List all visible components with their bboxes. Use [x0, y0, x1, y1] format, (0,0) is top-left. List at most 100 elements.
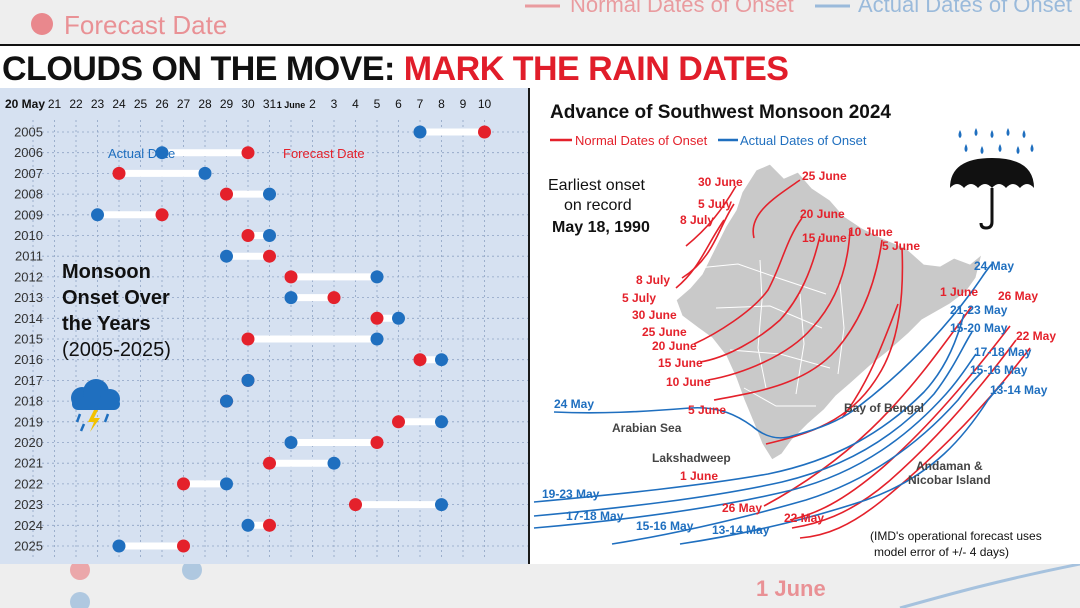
year-label: 2009: [14, 207, 43, 222]
label-26-may-east: 26 May: [998, 289, 1038, 303]
lakshadweep-label: Lakshadweep: [652, 451, 731, 465]
forecast-dot: [177, 477, 190, 491]
actual-dot: [284, 436, 298, 449]
forecast-dot: [413, 353, 427, 367]
legend-normal-label: Normal Dates of Onset: [575, 133, 708, 148]
actual-dot: [220, 394, 233, 408]
x-tick-label: 21: [48, 97, 62, 111]
label-17-18-may-east: 17-18 May: [974, 345, 1032, 359]
earliest-line-3: May 18, 1990: [552, 219, 650, 236]
faded-line: [899, 564, 1080, 608]
title-red: MARK THE RAIN DATES: [403, 50, 789, 88]
title-black: CLOUDS ON THE MOVE:: [2, 50, 395, 88]
bottom-strip-graphic: 1 June: [70, 564, 1080, 608]
forecast-date-annotation: Forecast Date: [283, 146, 365, 161]
actual-dot: [435, 415, 448, 429]
x-tick-label: 10: [478, 97, 492, 111]
year-label: 2006: [14, 145, 43, 160]
label-17-18-may-south: 17-18 May: [566, 509, 624, 523]
map-title: Advance of Southwest Monsoon 2024: [550, 102, 891, 123]
x-tick-label: 26: [155, 97, 169, 111]
x-tick-label: 28: [198, 97, 212, 111]
forecast-dot: [241, 146, 255, 160]
place-labels: Arabian Sea Bay of Bengal Lakshadweep An…: [612, 401, 991, 487]
actual-dot: [91, 208, 104, 222]
heading-line-1: Monsoon: [62, 261, 151, 283]
forecast-dot: [263, 518, 276, 532]
page-title: CLOUDS ON THE MOVE: MARK THE RAIN DATES: [2, 50, 789, 89]
arabian-sea-label: Arabian Sea: [612, 421, 682, 435]
forecast-dot: [370, 311, 384, 325]
year-label: 2016: [14, 352, 43, 367]
year-label: 2015: [14, 332, 43, 347]
actual-dot: [327, 456, 341, 470]
actual-dot: [413, 125, 427, 139]
earliest-line-1: Earliest onset: [548, 177, 645, 194]
label-25-june-north: 25 June: [802, 169, 847, 183]
heading-line-2: Onset Over: [62, 287, 170, 309]
india-map-shape: [675, 163, 984, 461]
x-tick-label: 27: [177, 97, 191, 111]
heading-line-3: the Years: [62, 313, 151, 335]
top-strip-graphic: Forecast Date Normal Dates of Onset Actu…: [31, 0, 1072, 40]
imd-note-line-1: (IMD's operational forecast uses: [870, 529, 1042, 543]
actual-dot: [155, 146, 169, 160]
label-21-23-may: 21-23 May: [950, 303, 1008, 317]
year-label: 2007: [14, 166, 43, 181]
bottom-faded-strip: 1 June: [0, 564, 1080, 608]
actual-dot: [370, 332, 384, 346]
x-tick-label: 7: [417, 97, 424, 111]
onset-chart-panel: 20 May 21 22 23 24 25 26 27 28 29 30 31 1 June 2 3 4 5 6 7…: [0, 88, 530, 564]
faded-red-dot: [70, 564, 90, 580]
bay-of-bengal-label: Bay of Bengal: [844, 401, 924, 415]
actual-dot: [435, 498, 448, 512]
forecast-dot: [370, 436, 384, 449]
label-30-june-north: 30 June: [698, 175, 743, 189]
label-22-may-south: 22 May: [784, 511, 824, 525]
year-label: 2018: [14, 394, 43, 409]
x-tick-label: 30: [241, 97, 255, 111]
actual-dot: [435, 353, 448, 367]
label-30-june-west: 30 June: [632, 308, 677, 322]
actual-dot: [220, 477, 233, 491]
forecast-dot: [155, 208, 169, 222]
label-15-16-may-east: 15-16 May: [970, 363, 1028, 377]
umbrella-rain-icon: [950, 128, 1034, 230]
forecast-dot: [241, 332, 255, 346]
faded-1-june-label: 1 June: [756, 576, 826, 601]
monsoon-map-panel: Advance of Southwest Monsoon 2024 Normal…: [530, 88, 1080, 564]
tick-header-band: [0, 88, 530, 118]
actual-dot: [220, 249, 233, 263]
faded-actual-label: Actual Dates of Onset: [858, 0, 1072, 17]
x-tick-label: 1 June: [277, 100, 306, 110]
nicobar-label: Nicobar Island: [908, 473, 991, 487]
x-tick-label: 5: [374, 97, 381, 111]
normal-date-labels: 30 June 25 June 5 July 8 July 20 June 15…: [622, 169, 1056, 525]
forecast-dot: [241, 229, 255, 242]
label-15-june-west: 15 June: [658, 356, 703, 370]
label-1-june-east: 1 June: [940, 285, 978, 299]
actual-date-labels: 24 May 21-23 May 15-20 May 17-18 May 15-…: [542, 259, 1048, 537]
actual-dot: [370, 270, 384, 284]
year-label: 2023: [14, 497, 43, 512]
label-15-june-central: 15 June: [802, 231, 847, 245]
onset-dumbbell-chart: 20 May 21 22 23 24 25 26 27 28 29 30 31 1 June 2 3 4 5 6 7…: [0, 88, 530, 558]
label-24-may-east: 24 May: [974, 259, 1014, 273]
forecast-dot: [478, 125, 491, 139]
x-tick-label: 23: [91, 97, 105, 111]
actual-dot: [198, 166, 212, 180]
x-tick-label: 29: [220, 97, 234, 111]
actual-onset-lines: [533, 263, 1005, 545]
year-label: 2012: [14, 269, 43, 284]
year-label: 2025: [14, 539, 43, 554]
actual-date-annotation: Actual Date: [108, 146, 175, 161]
actual-dot: [263, 229, 276, 242]
x-axis-ticks: 20 May 21 22 23 24 25 26 27 28 29 30 31 1 June 2 3 4 5 6 7…: [5, 97, 492, 111]
x-tick-label: 31: [263, 97, 277, 111]
year-label: 2020: [14, 435, 43, 450]
year-label: 2017: [14, 373, 43, 388]
label-10-june-central: 10 June: [848, 225, 893, 239]
top-faded-strip: Forecast Date Normal Dates of Onset Actu…: [0, 0, 1080, 44]
actual-dot: [241, 373, 255, 387]
label-13-14-may-south: 13-14 May: [712, 523, 770, 537]
